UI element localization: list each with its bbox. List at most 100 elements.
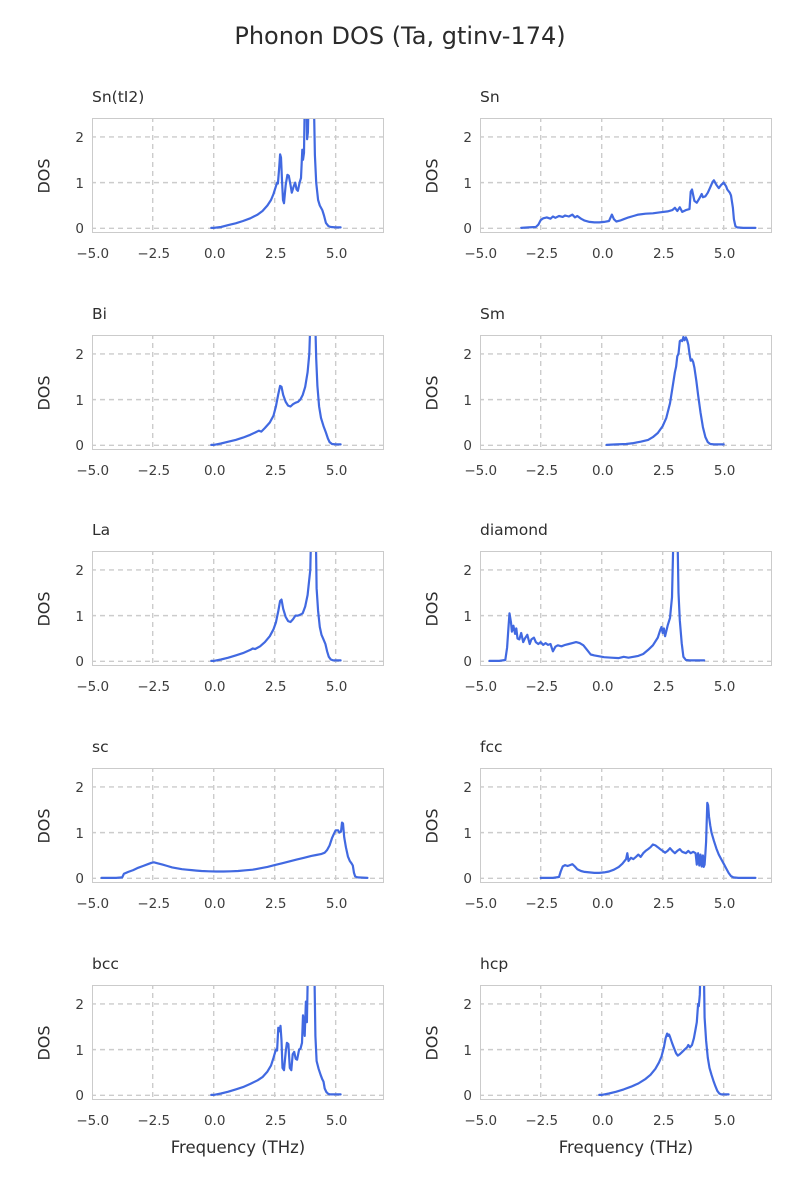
plot-area xyxy=(480,335,772,450)
x-tick-label: −2.5 xyxy=(137,463,171,479)
y-tick-label: 0 xyxy=(463,438,472,455)
x-tick-label: 0.0 xyxy=(591,896,614,912)
x-tick-label: 2.5 xyxy=(652,463,675,479)
grid-lines xyxy=(93,119,383,232)
plot-area xyxy=(480,768,772,883)
x-tick-label: −2.5 xyxy=(137,1113,171,1129)
x-axis-label: Frequency (THz) xyxy=(558,1138,694,1157)
subplot-title: fcc xyxy=(480,738,503,756)
x-tick-label: −2.5 xyxy=(137,679,171,695)
x-tick-label: −5.0 xyxy=(76,463,110,479)
x-tick-label: 0.0 xyxy=(591,679,614,695)
y-tick-label: 2 xyxy=(463,562,472,579)
dos-curve xyxy=(488,552,706,663)
x-tick-label: 2.5 xyxy=(652,896,675,912)
plot-svg xyxy=(93,336,383,449)
x-tick-label: −2.5 xyxy=(525,1113,559,1129)
x-tick-label: 5.0 xyxy=(713,463,736,479)
plot-svg xyxy=(93,119,383,232)
y-tick-label: 2 xyxy=(75,562,84,579)
x-tick-label: 5.0 xyxy=(325,679,348,695)
x-tick-label: 2.5 xyxy=(264,246,287,262)
x-tick-label: −5.0 xyxy=(464,679,498,695)
x-tick-label: −5.0 xyxy=(76,896,110,912)
plot-svg xyxy=(481,119,771,232)
x-tick-label: 0.0 xyxy=(203,679,226,695)
plot-area xyxy=(480,551,772,666)
x-tick-label: 5.0 xyxy=(713,679,736,695)
plot-svg xyxy=(481,552,771,665)
y-tick-label: 2 xyxy=(463,996,472,1013)
x-tick-label: 0.0 xyxy=(203,246,226,262)
y-tick-label: 2 xyxy=(75,129,84,146)
x-tick-label: 2.5 xyxy=(264,679,287,695)
x-tick-label: −5.0 xyxy=(76,246,110,262)
x-tick-label: −5.0 xyxy=(464,463,498,479)
dos-curve xyxy=(539,802,757,880)
subplot-cell: Sn DOS 0 1 2 −5.0 −2.5 0.0 2.5 5.0 xyxy=(418,86,782,296)
x-tick-label: −5.0 xyxy=(464,1113,498,1129)
y-tick-label: 1 xyxy=(463,392,472,409)
plot-area xyxy=(92,985,384,1100)
plot-svg xyxy=(481,336,771,449)
subplot-title: La xyxy=(92,521,111,539)
x-tick-label: 5.0 xyxy=(325,246,348,262)
y-tick-label: 0 xyxy=(463,871,472,888)
x-tick-label: −2.5 xyxy=(525,463,559,479)
y-tick-label: 0 xyxy=(463,221,472,238)
y-tick-label: 0 xyxy=(75,221,84,238)
subplot-cell: Bi DOS 0 1 2 −5.0 −2.5 0.0 2.5 5.0 xyxy=(30,303,394,513)
grid-lines xyxy=(481,986,771,1099)
y-tick-label: 0 xyxy=(75,654,84,671)
y-tick-label: 1 xyxy=(463,175,472,192)
plot-svg xyxy=(93,552,383,665)
subplot-cell: bcc DOS 0 1 2 −5.0 −2.5 0.0 2.5 5.0 Frequency (THz… xyxy=(30,953,394,1163)
x-tick-label: 0.0 xyxy=(591,246,614,262)
plot-svg xyxy=(93,769,383,882)
y-tick-label: 0 xyxy=(75,438,84,455)
plot-area xyxy=(92,118,384,233)
x-tick-label: −2.5 xyxy=(525,896,559,912)
x-tick-label: 5.0 xyxy=(713,246,736,262)
x-tick-label: 5.0 xyxy=(713,896,736,912)
x-tick-label: 0.0 xyxy=(203,463,226,479)
y-tick-label: 1 xyxy=(75,1042,84,1059)
subplot-cell: diamond DOS 0 1 2 −5.0 −2.5 0.0 2.5 5.0 xyxy=(418,519,782,729)
x-tick-label: 0.0 xyxy=(591,463,614,479)
y-tick-label: 1 xyxy=(463,825,472,842)
subplot-cell: hcp DOS 0 1 2 −5.0 −2.5 0.0 2.5 5.0 Frequency (THz… xyxy=(418,953,782,1163)
x-tick-label: 2.5 xyxy=(264,896,287,912)
x-tick-label: −2.5 xyxy=(137,246,171,262)
x-tick-label: −2.5 xyxy=(137,896,171,912)
y-tick-label: 0 xyxy=(463,654,472,671)
y-tick-label: 1 xyxy=(75,175,84,192)
x-tick-label: 0.0 xyxy=(203,1113,226,1129)
y-tick-label: 2 xyxy=(75,779,84,796)
y-tick-label: 1 xyxy=(463,1042,472,1059)
x-tick-label: 2.5 xyxy=(652,1113,675,1129)
dos-curve xyxy=(210,336,342,447)
grid-lines xyxy=(93,986,383,1099)
x-tick-label: −5.0 xyxy=(76,679,110,695)
y-tick-label: 1 xyxy=(75,392,84,409)
x-tick-label: 2.5 xyxy=(264,463,287,479)
subplot-cell: La DOS 0 1 2 −5.0 −2.5 0.0 2.5 5.0 xyxy=(30,519,394,729)
plot-area xyxy=(92,551,384,666)
y-tick-label: 2 xyxy=(463,346,472,363)
y-tick-label: 2 xyxy=(75,996,84,1013)
grid-lines xyxy=(481,552,771,665)
x-tick-label: −5.0 xyxy=(464,896,498,912)
grid-lines xyxy=(93,336,383,449)
x-tick-label: 5.0 xyxy=(713,1113,736,1129)
grid-lines xyxy=(481,119,771,232)
y-tick-label: 0 xyxy=(75,1088,84,1105)
x-tick-label: −2.5 xyxy=(525,679,559,695)
dos-curve xyxy=(520,179,757,230)
subplot-title: sc xyxy=(92,738,109,756)
dos-curve xyxy=(210,119,342,230)
y-tick-label: 1 xyxy=(75,825,84,842)
x-tick-label: 2.5 xyxy=(652,679,675,695)
x-tick-label: −5.0 xyxy=(76,1113,110,1129)
subplot-cell: fcc DOS 0 1 2 −5.0 −2.5 0.0 2.5 5.0 xyxy=(418,736,782,946)
x-tick-label: 5.0 xyxy=(325,1113,348,1129)
